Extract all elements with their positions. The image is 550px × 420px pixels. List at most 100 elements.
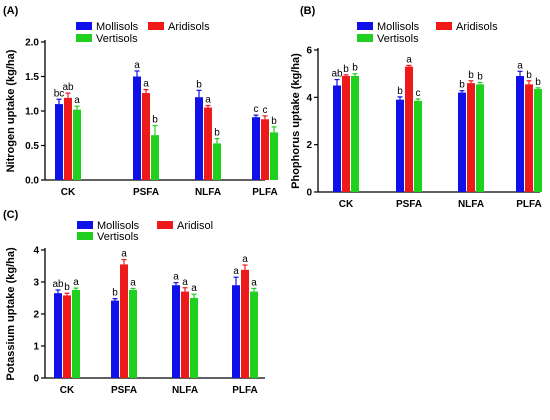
bar-aridisol-nlfa [181, 291, 189, 378]
bar-aridisols-plfa [261, 119, 269, 180]
bar-aridisol-plfa [241, 269, 249, 378]
y-tick-label: 1.0 [25, 107, 39, 118]
legend-swatch [77, 232, 93, 240]
significance-label: b [152, 114, 158, 125]
legend-swatch [148, 22, 164, 30]
x-tick-label: CK [61, 187, 76, 198]
y-tick-label: 0 [306, 188, 312, 199]
significance-label: b [477, 71, 483, 82]
legend-label: Mollisols [96, 21, 139, 33]
bar-vertisols-nlfa [213, 143, 221, 180]
significance-label: b [468, 70, 474, 81]
bar-aridisols-plfa [525, 84, 533, 192]
legend-label: Vertisols [377, 33, 419, 45]
legend: Mollisols Aridisol Vertisols [77, 220, 213, 243]
bar-vertisols-plfa [250, 291, 258, 378]
bar-vertisols-psfa [129, 290, 137, 378]
significance-label: a [205, 94, 211, 105]
bar-vertisols-psfa [151, 135, 159, 180]
x-tick-label: CK [60, 385, 75, 396]
bar-mollisols-psfa [111, 300, 119, 378]
significance-label: ab [331, 69, 343, 80]
bar-vertisols-ck [72, 290, 80, 378]
legend-label: Vertisols [96, 33, 138, 45]
y-tick-label: 1.5 [25, 72, 39, 83]
bar-aridisols-ck [64, 97, 72, 180]
bar-vertisols-plfa [270, 132, 278, 180]
x-tick-label: PLFA [516, 199, 542, 210]
y-axis-title: Nitrogen uptake (kg/ha) [5, 49, 17, 172]
significance-label: b [196, 79, 202, 90]
y-tick-label: 2.0 [25, 38, 39, 49]
x-tick-label: PSFA [133, 187, 159, 198]
significance-label: a [251, 277, 257, 288]
x-tick-label: PLFA [252, 187, 278, 198]
significance-label: a [173, 272, 179, 283]
significance-label: b [397, 86, 403, 97]
significance-label: c [263, 105, 268, 116]
significance-label: a [182, 277, 188, 288]
y-tick-label: 0 [33, 374, 39, 385]
panel-label: (B) [300, 5, 316, 17]
significance-label: a [143, 79, 149, 90]
x-tick-label: PSFA [111, 385, 137, 396]
significance-label: a [134, 60, 140, 71]
bar-mollisols-psfa [396, 99, 404, 192]
panel-label: (C) [3, 209, 19, 221]
bar-aridisols-psfa [405, 66, 413, 192]
bar-mollisols-nlfa [172, 285, 180, 378]
bar-mollisols-nlfa [458, 92, 466, 192]
y-tick-label: 6 [306, 46, 312, 57]
significance-label: a [406, 54, 412, 65]
bar-vertisols-nlfa [476, 84, 484, 192]
significance-label: ab [62, 82, 74, 93]
legend-label: Mollisols [377, 21, 420, 33]
bar-vertisols-psfa [414, 100, 422, 192]
bar-vertisols-plfa [534, 89, 542, 192]
chart-panel-1: (A) Nitrogen uptake (kg/ha) 0.0 0.5 1.0 1.5 2.… [3, 5, 278, 198]
significance-label: c [254, 104, 259, 115]
legend-swatch [357, 22, 373, 30]
y-tick-label: 1 [33, 342, 39, 353]
legend-swatch [76, 22, 92, 30]
significance-label: b [459, 80, 465, 91]
x-tick-label: CK [339, 199, 354, 210]
legend-label: Aridisols [168, 21, 210, 33]
significance-label: b [214, 128, 220, 139]
legend-swatch [157, 221, 173, 229]
x-tick-label: PLFA [232, 385, 258, 396]
x-tick-label: NLFA [458, 199, 484, 210]
bar-aridisol-ck [63, 295, 71, 378]
bar-aridisols-psfa [142, 93, 150, 180]
bar-mollisols-psfa [133, 76, 141, 180]
bar-vertisols-ck [73, 109, 81, 180]
legend: Mollisols Aridisols Vertisols [357, 21, 498, 45]
x-tick-label: NLFA [172, 385, 198, 396]
significance-label: bc [54, 88, 65, 99]
legend-label: Aridisol [177, 220, 213, 232]
significance-label: a [191, 283, 197, 294]
bar-aridisol-psfa [120, 264, 128, 378]
y-tick-label: 2 [33, 310, 39, 321]
bar-mollisols-plfa [232, 285, 240, 378]
x-tick-label: PSFA [396, 199, 422, 210]
bar-vertisols-nlfa [190, 298, 198, 378]
bar-mollisols-ck [333, 85, 341, 192]
legend-swatch [77, 221, 93, 229]
significance-label: b [64, 282, 70, 293]
legend-swatch [357, 34, 373, 42]
legend-label: Vertisols [97, 231, 139, 243]
bar-vertisols-ck [351, 76, 359, 192]
bar-aridisols-nlfa [204, 107, 212, 180]
y-tick-label: 0.5 [25, 141, 39, 152]
bar-mollisols-nlfa [195, 97, 203, 180]
bar-mollisols-plfa [516, 76, 524, 192]
significance-label: a [517, 60, 523, 71]
bar-mollisols-ck [55, 104, 63, 180]
legend-swatch [436, 22, 452, 30]
x-tick-label: NLFA [195, 187, 221, 198]
y-tick-label: 4 [306, 93, 312, 104]
